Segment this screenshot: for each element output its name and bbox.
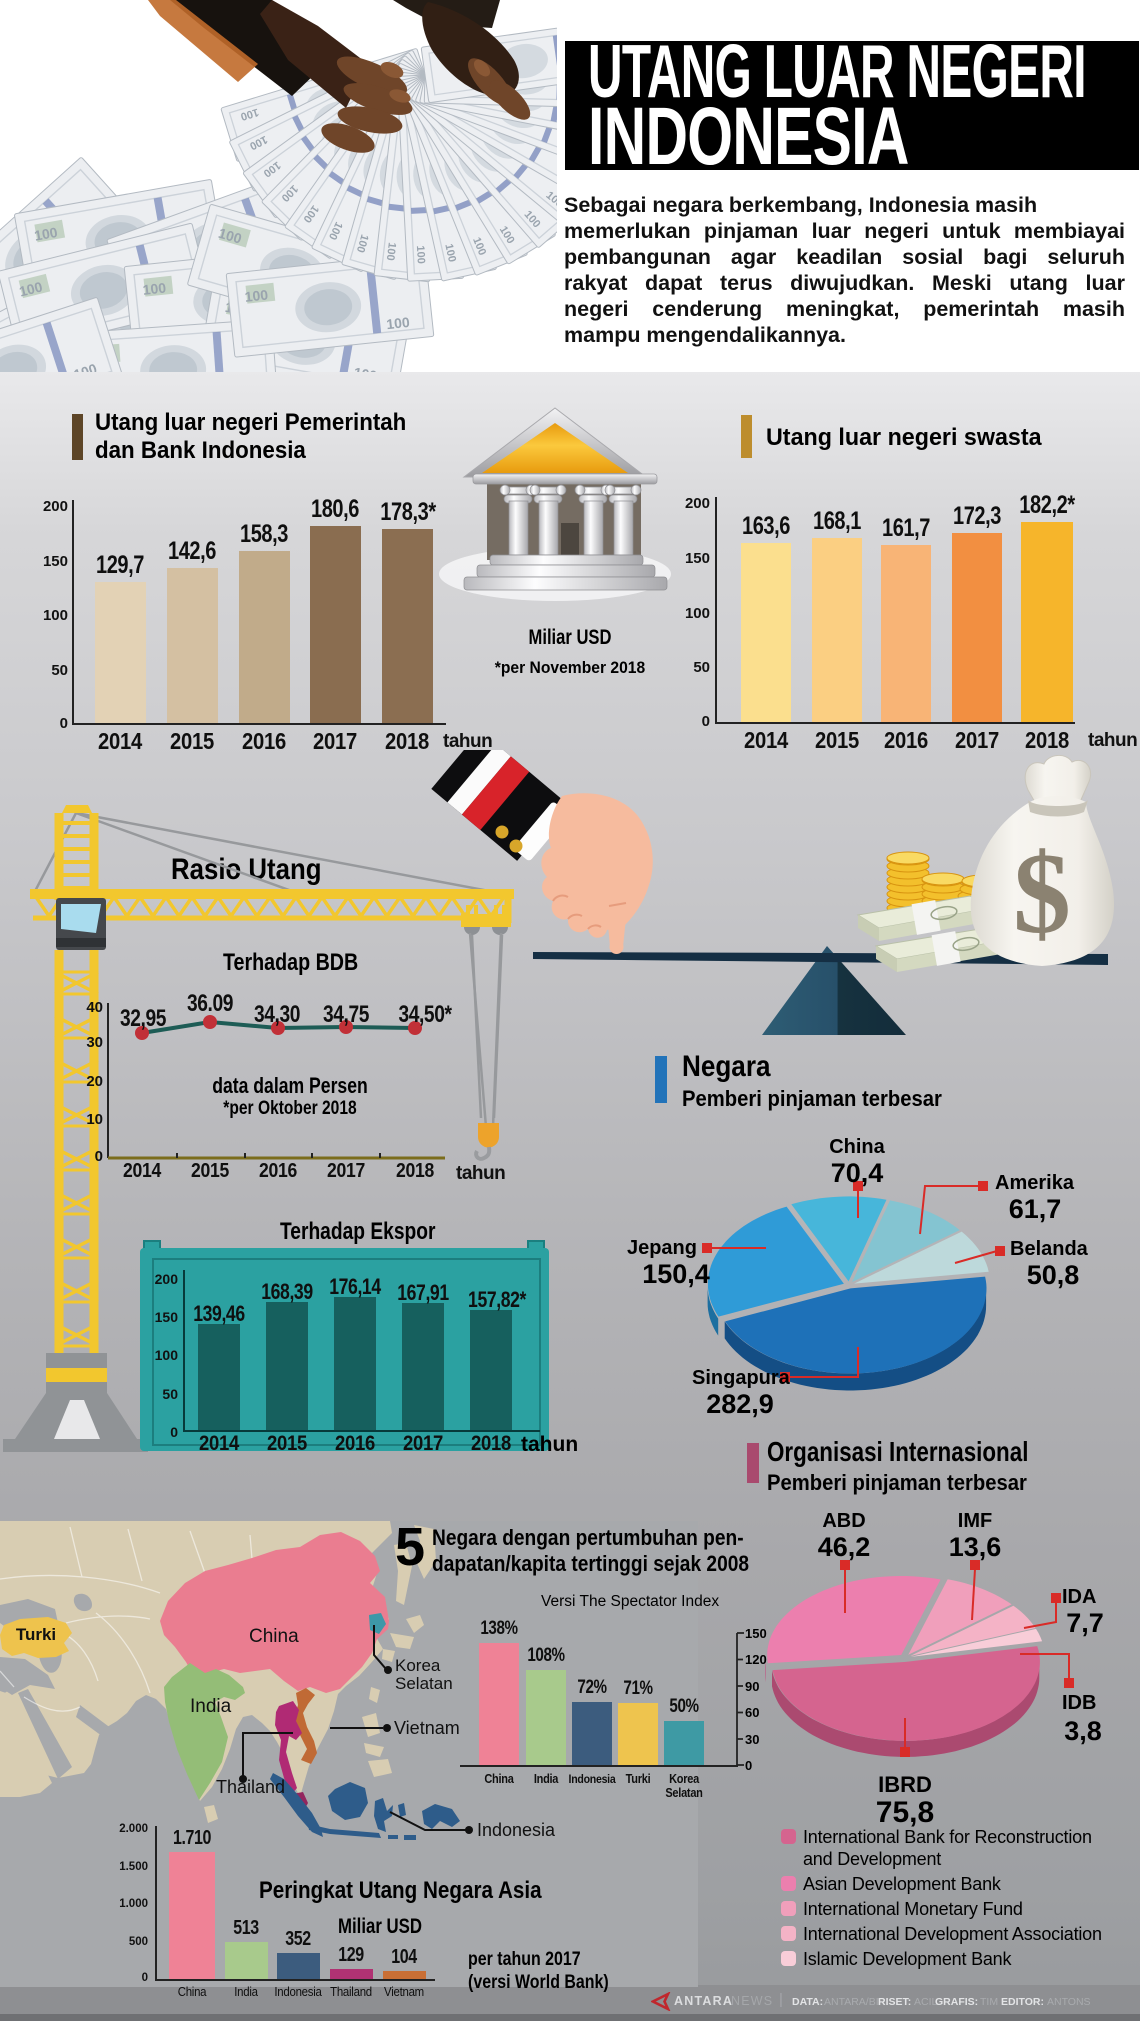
svg-text:Selatan: Selatan	[395, 1674, 453, 1693]
svg-text:Vietnam: Vietnam	[394, 1718, 460, 1738]
svg-text:Turki: Turki	[16, 1625, 56, 1644]
svg-text:China: China	[249, 1626, 299, 1647]
svg-text:Korea: Korea	[395, 1656, 441, 1675]
svg-text:Indonesia: Indonesia	[477, 1820, 556, 1840]
svg-text:India: India	[190, 1696, 232, 1717]
svg-text:$: $	[1013, 830, 1071, 958]
svg-text:Thailand: Thailand	[216, 1777, 285, 1797]
